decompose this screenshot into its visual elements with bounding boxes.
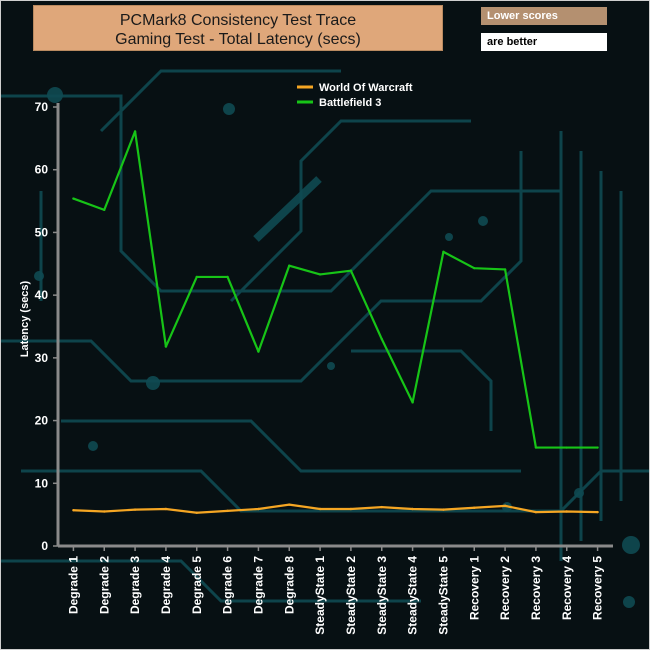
chart-title-box: PCMark8 Consistency Test Trace Gaming Te… xyxy=(33,5,443,51)
y-tick-label: 0 xyxy=(41,539,48,553)
x-tick-label: Degrade 1 xyxy=(66,556,80,614)
x-tick-label: SteadyState 3 xyxy=(375,556,389,635)
y-axis-ticks: 0 10 20 30 40 50 60 70 xyxy=(35,100,58,553)
data-point xyxy=(72,197,75,200)
data-point xyxy=(473,506,476,509)
y-tick-label: 30 xyxy=(35,351,49,365)
x-tick-label: Degrade 4 xyxy=(159,556,173,614)
x-tick-label: Degrade 8 xyxy=(282,556,296,614)
x-tick-label: Recovery 5 xyxy=(591,556,605,620)
data-point xyxy=(103,510,106,513)
data-point xyxy=(380,337,383,341)
chart-axes xyxy=(56,103,613,548)
data-point xyxy=(380,505,383,509)
data-point xyxy=(442,508,445,511)
x-tick-label: Recovery 1 xyxy=(467,556,481,620)
data-point xyxy=(596,446,599,449)
y-tick-label: 60 xyxy=(35,163,49,177)
x-tick-label: Recovery 4 xyxy=(560,556,574,620)
legend-label: Battlefield 3 xyxy=(319,97,381,109)
data-point xyxy=(503,268,507,271)
x-tick-label: SteadyState 5 xyxy=(436,556,450,635)
data-point xyxy=(349,269,353,272)
x-tick-label: SteadyState 4 xyxy=(406,556,420,635)
y-tick-label: 20 xyxy=(35,414,49,428)
data-point xyxy=(195,511,198,514)
x-tick-label: Degrade 6 xyxy=(221,556,235,614)
data-point xyxy=(226,509,229,513)
data-point xyxy=(164,507,168,511)
data-point xyxy=(596,510,599,514)
series-line-battlefield-3 xyxy=(73,130,598,449)
data-point xyxy=(318,507,322,511)
series-line-world-of-warcraft xyxy=(73,503,598,514)
data-point xyxy=(72,509,75,512)
are-better-note: are better xyxy=(481,33,607,51)
data-point xyxy=(411,507,414,511)
data-point xyxy=(349,507,353,511)
y-tick-label: 10 xyxy=(35,476,49,490)
data-point xyxy=(164,345,168,348)
series-lines xyxy=(72,130,599,514)
y-axis-label: Latency (secs) xyxy=(19,280,31,357)
data-point xyxy=(288,264,291,267)
lower-scores-note: Lower scores xyxy=(481,7,607,25)
data-point xyxy=(288,503,291,506)
data-point xyxy=(534,446,538,449)
chart-title-line-2: Gaming Test - Total Latency (secs) xyxy=(115,31,361,48)
x-tick-label: Degrade 7 xyxy=(251,556,265,614)
data-point xyxy=(318,273,322,276)
data-point xyxy=(565,446,568,449)
x-tick-label: Degrade 3 xyxy=(128,556,142,614)
data-point xyxy=(257,507,260,511)
data-point xyxy=(133,508,137,511)
x-tick-label: Degrade 5 xyxy=(190,556,204,614)
data-point xyxy=(195,275,198,279)
data-point xyxy=(226,275,229,279)
data-point xyxy=(411,401,414,404)
chart-title-line-1: PCMark8 Consistency Test Trace xyxy=(119,12,357,29)
data-point xyxy=(257,350,260,353)
y-tick-label: 40 xyxy=(35,288,49,302)
data-point xyxy=(473,266,476,270)
x-tick-label: Degrade 2 xyxy=(97,556,111,614)
data-point xyxy=(565,510,568,513)
y-tick-label: 70 xyxy=(35,100,49,114)
x-tick-label: Recovery 3 xyxy=(529,556,543,620)
x-tick-label: SteadyState 1 xyxy=(313,556,327,635)
legend-label: World Of Warcraft xyxy=(319,82,413,94)
chart-legend: World Of Warcraft Battlefield 3 xyxy=(297,82,413,109)
y-tick-label: 50 xyxy=(35,225,49,239)
x-axis-ticks: Degrade 1 Degrade 2 Degrade 3 Degrade 4 Degr… xyxy=(66,546,605,635)
data-point xyxy=(133,130,137,133)
data-point xyxy=(103,208,106,212)
x-tick-label: SteadyState 2 xyxy=(344,556,358,635)
data-point xyxy=(534,510,538,514)
data-point xyxy=(442,250,445,254)
x-tick-label: Recovery 2 xyxy=(498,556,512,620)
data-point xyxy=(503,504,507,508)
